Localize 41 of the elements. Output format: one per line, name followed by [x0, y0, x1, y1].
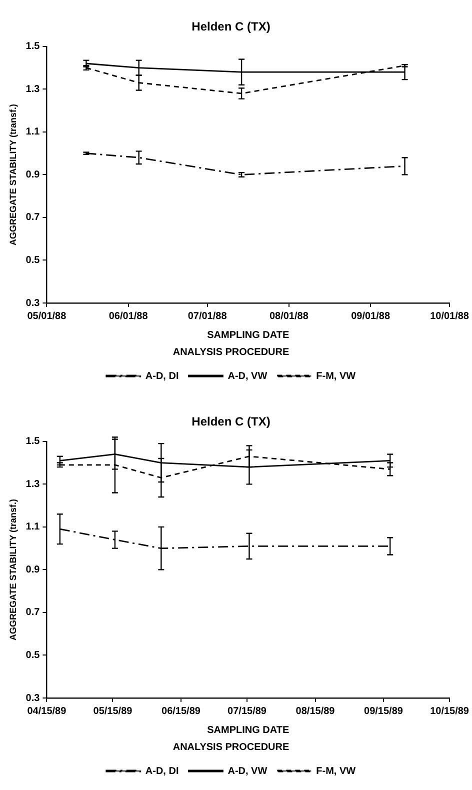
legend-label: F-M, VW [316, 766, 356, 777]
y-tick-label: 1.3 [26, 84, 40, 95]
x-tick-label: 08/01/88 [269, 310, 309, 322]
y-tick-label: 0.3 [26, 692, 40, 704]
x-tick-label: 10/01/88 [430, 310, 470, 322]
y-tick-label: 1.1 [26, 522, 40, 533]
y-tick-label: 1.5 [26, 436, 40, 448]
y-axis-title: AGGREGATE STABILITY (transf.) [8, 498, 18, 640]
legend-title: ANALYSIS PROCEDURE [172, 346, 290, 358]
x-tick-label: 07/15/89 [228, 706, 267, 717]
legend-label: A-D, DI [145, 766, 179, 777]
legend-label: A-D, DI [145, 370, 179, 382]
y-tick-label: 0.3 [26, 298, 40, 309]
legend-label: A-D, VW [228, 370, 268, 382]
y-tick-label: 0.9 [26, 169, 40, 180]
legend-title: ANALYSIS PROCEDURE [172, 742, 290, 753]
chart-title: Helden C (TX) [192, 20, 270, 34]
legend-label: A-D, VW [228, 766, 268, 777]
x-axis-title: SAMPLING DATE [207, 724, 290, 736]
x-tick-label: 06/01/88 [108, 310, 148, 322]
x-tick-label: 06/15/89 [162, 706, 201, 717]
x-tick-label: 10/15/89 [430, 706, 470, 717]
y-tick-label: 0.9 [26, 564, 40, 576]
x-tick-label: 04/15/89 [27, 706, 67, 717]
y-tick-label: 0.7 [26, 212, 40, 224]
x-tick-label: 05/01/88 [27, 310, 67, 322]
x-tick-label: 08/15/89 [296, 706, 336, 717]
x-tick-label: 09/15/89 [364, 706, 404, 717]
legend-label: F-M, VW [316, 370, 356, 382]
x-axis-title: SAMPLING DATE [207, 330, 290, 341]
y-tick-label: 0.5 [26, 650, 40, 661]
x-tick-label: 07/01/88 [188, 310, 228, 322]
chart-title: Helden C (TX) [192, 414, 270, 429]
y-tick-label: 1.3 [26, 478, 40, 490]
x-tick-label: 09/01/88 [351, 310, 390, 322]
y-axis-title: AGGREGATE STABILITY (transf.) [8, 104, 18, 246]
y-tick-label: 0.7 [26, 607, 40, 618]
x-tick-label: 05/15/89 [93, 706, 133, 717]
y-tick-label: 1.1 [26, 126, 40, 138]
y-tick-label: 0.5 [26, 254, 40, 266]
y-tick-label: 1.5 [26, 41, 40, 52]
